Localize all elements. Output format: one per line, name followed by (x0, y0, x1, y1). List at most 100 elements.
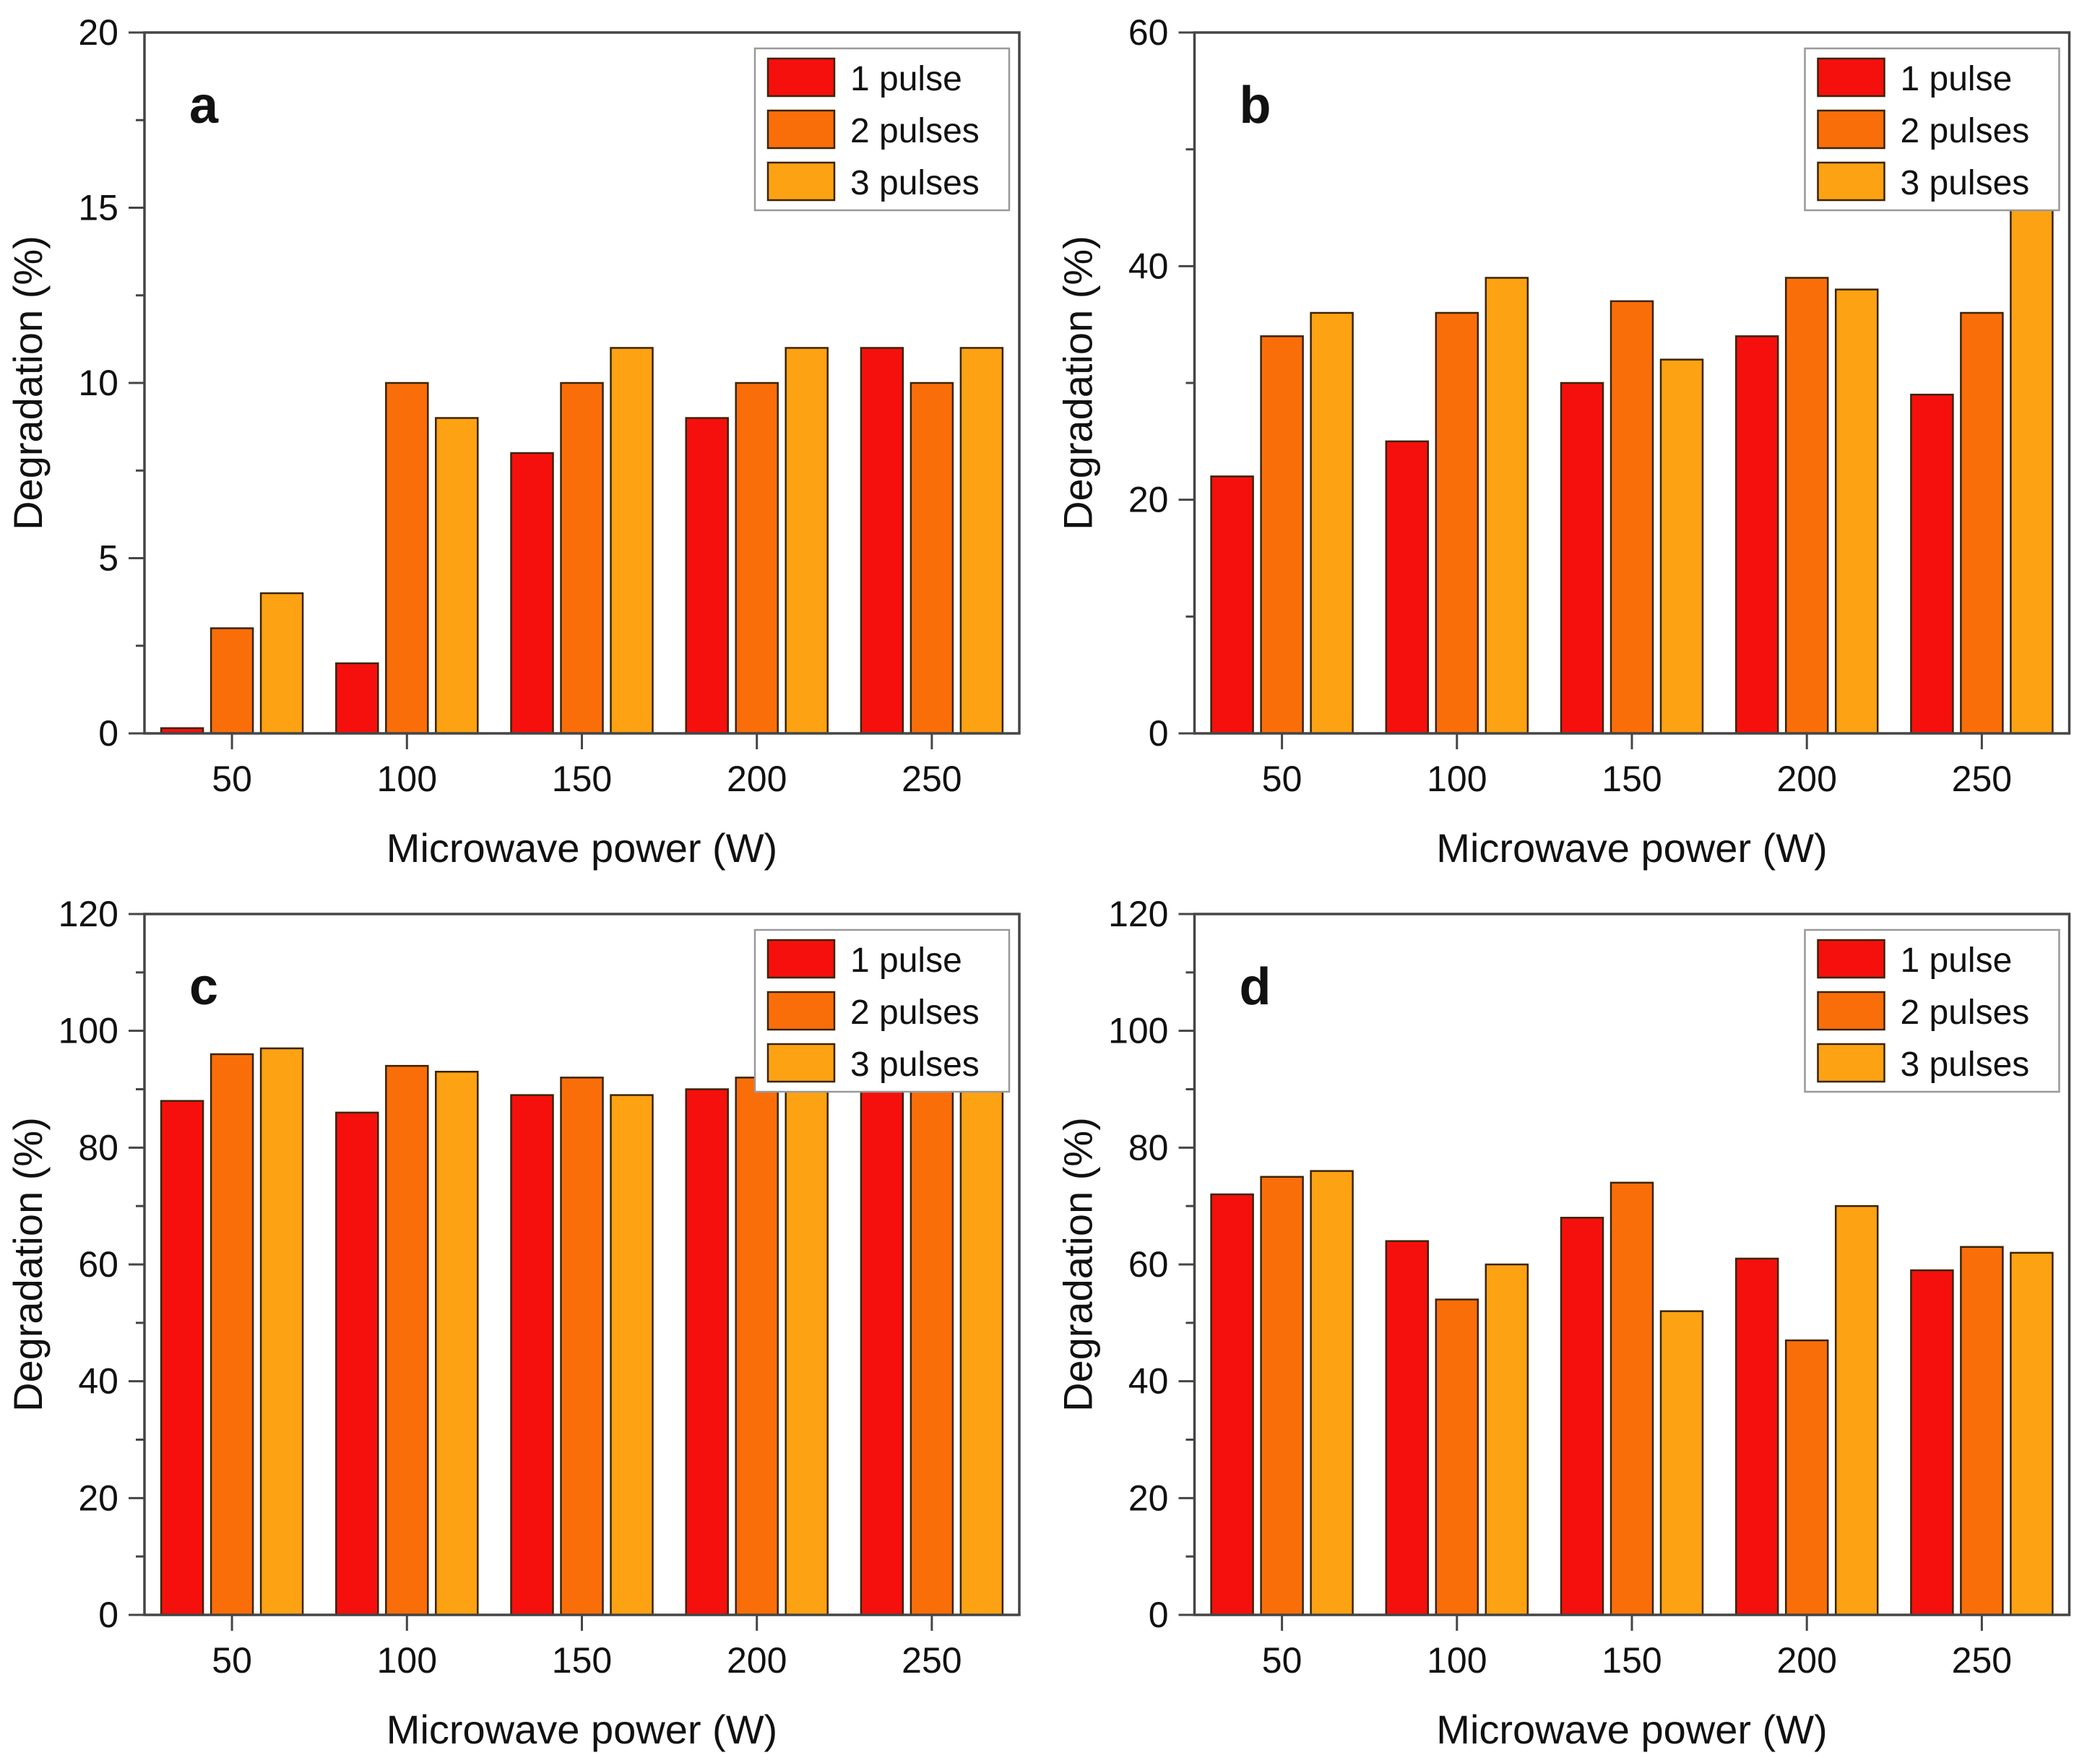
bar-b-250W-1-pulse (1910, 393, 1954, 735)
bar-d-50W-2-pulses (1260, 1176, 1304, 1616)
bar-d-50W-3-pulses (1310, 1170, 1354, 1616)
x-tick-label: 250 (1952, 759, 2012, 799)
bar-b-250W-2-pulses (1960, 311, 2004, 735)
panel-letter-b: b (1240, 77, 1271, 134)
y-tick-label: 10 (78, 363, 118, 403)
bar-c-100W-1-pulse (335, 1111, 379, 1616)
y-axis-title: Degradation (%) (5, 1117, 51, 1412)
bar-a-150W-1-pulse (510, 452, 554, 735)
bar-c-50W-1-pulse (160, 1100, 204, 1616)
x-tick-label: 250 (902, 759, 962, 799)
bar-a-200W-3-pulses (785, 347, 829, 735)
chart-d: 50 100 150 200 250 0 20 40 60 80 100 120 d Microwave … (1055, 894, 2071, 1752)
bar-a-250W-3-pulses (959, 347, 1004, 735)
legend-label: 3 pulses (850, 164, 980, 202)
y-tick-label: 5 (98, 538, 118, 579)
bar-b-100W-2-pulses (1435, 311, 1479, 735)
x-tick-label: 50 (1262, 759, 1302, 799)
bar-d-100W-3-pulses (1485, 1263, 1529, 1616)
x-axis-title: Microwave power (W) (1436, 825, 1827, 871)
bar-d-150W-1-pulse (1560, 1217, 1604, 1616)
x-tick-label: 150 (552, 1640, 612, 1681)
bar-c-250W-3-pulses (959, 1088, 1004, 1616)
x-tick-label: 200 (727, 759, 787, 799)
bar-d-100W-2-pulses (1435, 1298, 1479, 1616)
bar-b-100W-3-pulses (1485, 277, 1529, 735)
legend-label: 3 pulses (850, 1046, 980, 1084)
legend-swatch-2-pulse (1817, 109, 1885, 150)
y-tick-label: 80 (1128, 1127, 1169, 1168)
x-tick-label: 50 (1262, 1640, 1302, 1681)
bar-d-200W-3-pulses (1834, 1204, 1879, 1616)
legend-swatch-3-pulse (1817, 1043, 1885, 1083)
y-tick-label: 100 (59, 1011, 118, 1051)
bar-c-200W-3-pulses (785, 1082, 829, 1616)
x-tick-label: 250 (902, 1640, 962, 1681)
x-tick-label: 150 (1602, 759, 1662, 799)
x-axis-title: Microwave power (W) (386, 1707, 777, 1752)
bar-a-200W-1-pulse (685, 417, 729, 735)
bar-b-200W-2-pulses (1784, 277, 1829, 735)
bar-d-50W-1-pulse (1210, 1193, 1254, 1616)
panel-c: 50 100 150 200 250 0 20 40 60 80 100 120 c Microwave … (0, 882, 1050, 1763)
bar-c-200W-1-pulse (685, 1088, 729, 1616)
bar-c-150W-3-pulses (610, 1094, 654, 1616)
panel-letter-d: d (1240, 958, 1271, 1016)
x-tick-label: 100 (1427, 1640, 1487, 1681)
bar-d-150W-2-pulses (1609, 1181, 1654, 1616)
y-tick-label: 100 (1108, 1011, 1168, 1051)
bar-c-100W-3-pulses (435, 1071, 479, 1616)
y-tick-label: 40 (1128, 246, 1169, 286)
bar-c-250W-2-pulses (909, 1082, 954, 1616)
plot-frame (1193, 913, 2071, 1616)
x-axis-title: Microwave power (W) (386, 825, 777, 871)
y-tick-label: 0 (1149, 1595, 1169, 1635)
bar-c-50W-3-pulses (259, 1047, 304, 1616)
legend-swatch-1-pulse (766, 939, 836, 979)
x-axis-title: Microwave power (W) (1436, 1707, 1827, 1752)
legend-label: 1 pulse (1901, 941, 2013, 980)
x-tick-label: 200 (1776, 759, 1836, 799)
bar-a-150W-3-pulses (610, 347, 654, 735)
bar-b-150W-1-pulse (1560, 382, 1604, 735)
panel-letter-a: a (189, 77, 219, 134)
bar-a-100W-1-pulse (335, 662, 379, 735)
bar-b-50W-1-pulse (1210, 475, 1254, 735)
bar-a-100W-3-pulses (435, 417, 479, 735)
bar-c-150W-2-pulses (560, 1077, 604, 1616)
bar-a-100W-2-pulses (385, 382, 429, 735)
legend-swatch-3-pulse (766, 161, 836, 202)
y-tick-label: 120 (1108, 894, 1168, 934)
bar-b-200W-3-pulses (1834, 288, 1879, 735)
legend-label: 2 pulses (1901, 993, 2030, 1032)
legend-label: 2 pulses (850, 112, 980, 150)
legend-swatch-2-pulse (1817, 991, 1885, 1031)
bar-a-50W-3-pulses (259, 592, 304, 735)
x-tick-label: 200 (727, 1640, 787, 1681)
plot-frame (143, 913, 1021, 1616)
legend-swatch-2-pulse (766, 109, 836, 150)
legend-label: 1 pulse (850, 60, 962, 98)
legend-label: 3 pulses (1901, 1046, 2030, 1084)
legend-label: 1 pulse (1901, 60, 2013, 98)
bar-b-200W-1-pulse (1734, 335, 1779, 735)
bar-a-200W-2-pulses (735, 382, 779, 735)
bar-b-50W-2-pulses (1260, 335, 1304, 735)
legend-label: 2 pulses (850, 993, 980, 1032)
bar-c-200W-2-pulses (735, 1077, 779, 1616)
y-axis-title: Degradation (%) (5, 236, 51, 530)
x-tick-label: 100 (377, 759, 437, 799)
bar-a-50W-2-pulses (209, 627, 254, 735)
bar-c-50W-2-pulses (209, 1053, 254, 1616)
y-axis-title: Degradation (%) (1055, 1117, 1101, 1412)
bar-b-250W-3-pulses (2010, 195, 2054, 735)
x-tick-label: 150 (552, 759, 612, 799)
bar-d-150W-3-pulses (1659, 1310, 1704, 1616)
y-tick-label: 0 (98, 1595, 118, 1635)
panel-a: 50 100 150 200 250 0 5 10 15 20 a Microwave power (… (0, 0, 1050, 882)
chart-a: 50 100 150 200 250 0 5 10 15 20 a Microwave power (… (5, 12, 1021, 871)
x-tick-label: 100 (1427, 759, 1487, 799)
y-tick-label: 20 (78, 1478, 118, 1518)
legend-swatch-3-pulse (1817, 161, 1885, 202)
panel-b: 50 100 150 200 250 0 20 40 60 b Microwave power (W… (1050, 0, 2100, 882)
